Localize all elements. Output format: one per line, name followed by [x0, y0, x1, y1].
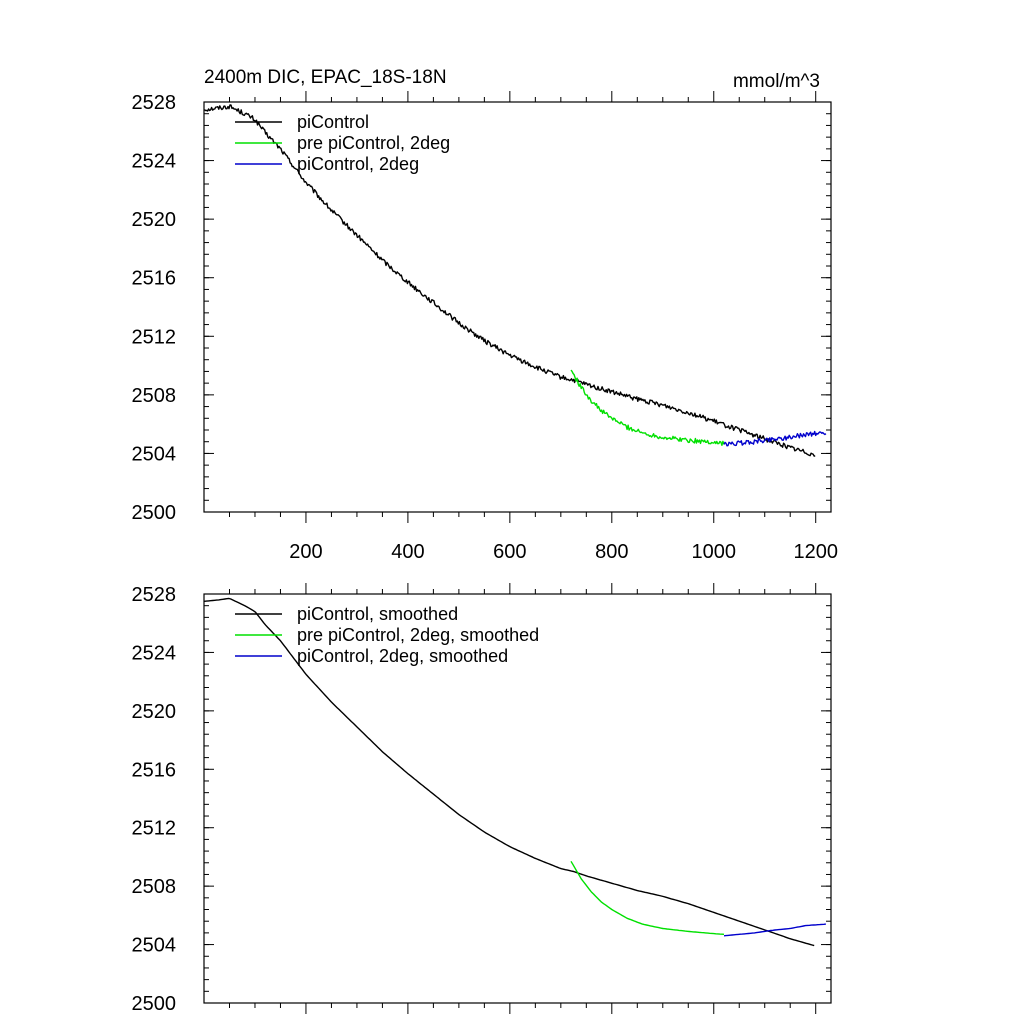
y-tick-label: 2528	[132, 584, 177, 606]
bottom-panel: 2500 2504 2508 2512 2516 2520 2524 2528 piContro…	[132, 583, 832, 1015]
units-label: mmol/m^3	[733, 71, 820, 92]
top-panel: 2500 2504 2508 2512 2516 2520 2524 2528 200 400 60…	[132, 91, 838, 563]
series-line-pre-piControl-2deg	[570, 369, 725, 446]
series-line-pre-piControl-2deg	[570, 860, 725, 935]
y-tick-label: 2524	[132, 151, 177, 173]
x-tick-label: 400	[391, 541, 424, 563]
series-line-piControl-2deg	[723, 923, 826, 937]
y-tick-label: 2512	[132, 818, 177, 840]
y-tick-label: 2504	[132, 935, 177, 957]
y-tick-label: 2508	[132, 876, 177, 898]
legend-label: piControl, 2deg, smoothed	[297, 646, 508, 666]
y-tick-label: 2520	[132, 209, 177, 231]
series-line-piControl	[204, 104, 816, 457]
series-line-piControl-2deg	[723, 430, 827, 447]
x-tick-label: 200	[289, 541, 322, 563]
y-tick-label: 2528	[132, 92, 177, 114]
plot-frame	[203, 101, 832, 513]
y-tick-label: 2500	[132, 993, 177, 1015]
y-tick-label: 2512	[132, 326, 177, 348]
y-tick-label: 2504	[132, 443, 177, 465]
plot-frame	[203, 593, 832, 1004]
y-tick-label: 2520	[132, 701, 177, 723]
legend-label: piControl	[297, 112, 369, 132]
legend-label: piControl, 2deg	[297, 154, 419, 174]
y-tick-label: 2516	[132, 268, 177, 290]
x-tick-label: 1000	[692, 541, 737, 563]
y-tick-label: 2524	[132, 642, 177, 664]
legend-label: pre piControl, 2deg	[297, 133, 450, 153]
y-tick-label: 2516	[132, 759, 177, 781]
y-tick-label: 2508	[132, 385, 177, 407]
y-tick-label: 2500	[132, 502, 177, 524]
series-line-piControl	[204, 597, 815, 947]
chart-title: 2400m DIC, EPAC_18S-18N	[204, 67, 447, 88]
x-tick-label: 800	[595, 541, 628, 563]
legend-label: piControl, smoothed	[297, 604, 458, 624]
legend-label: pre piControl, 2deg, smoothed	[297, 625, 539, 645]
x-tick-label: 600	[493, 541, 526, 563]
x-tick-label: 1200	[793, 541, 838, 563]
